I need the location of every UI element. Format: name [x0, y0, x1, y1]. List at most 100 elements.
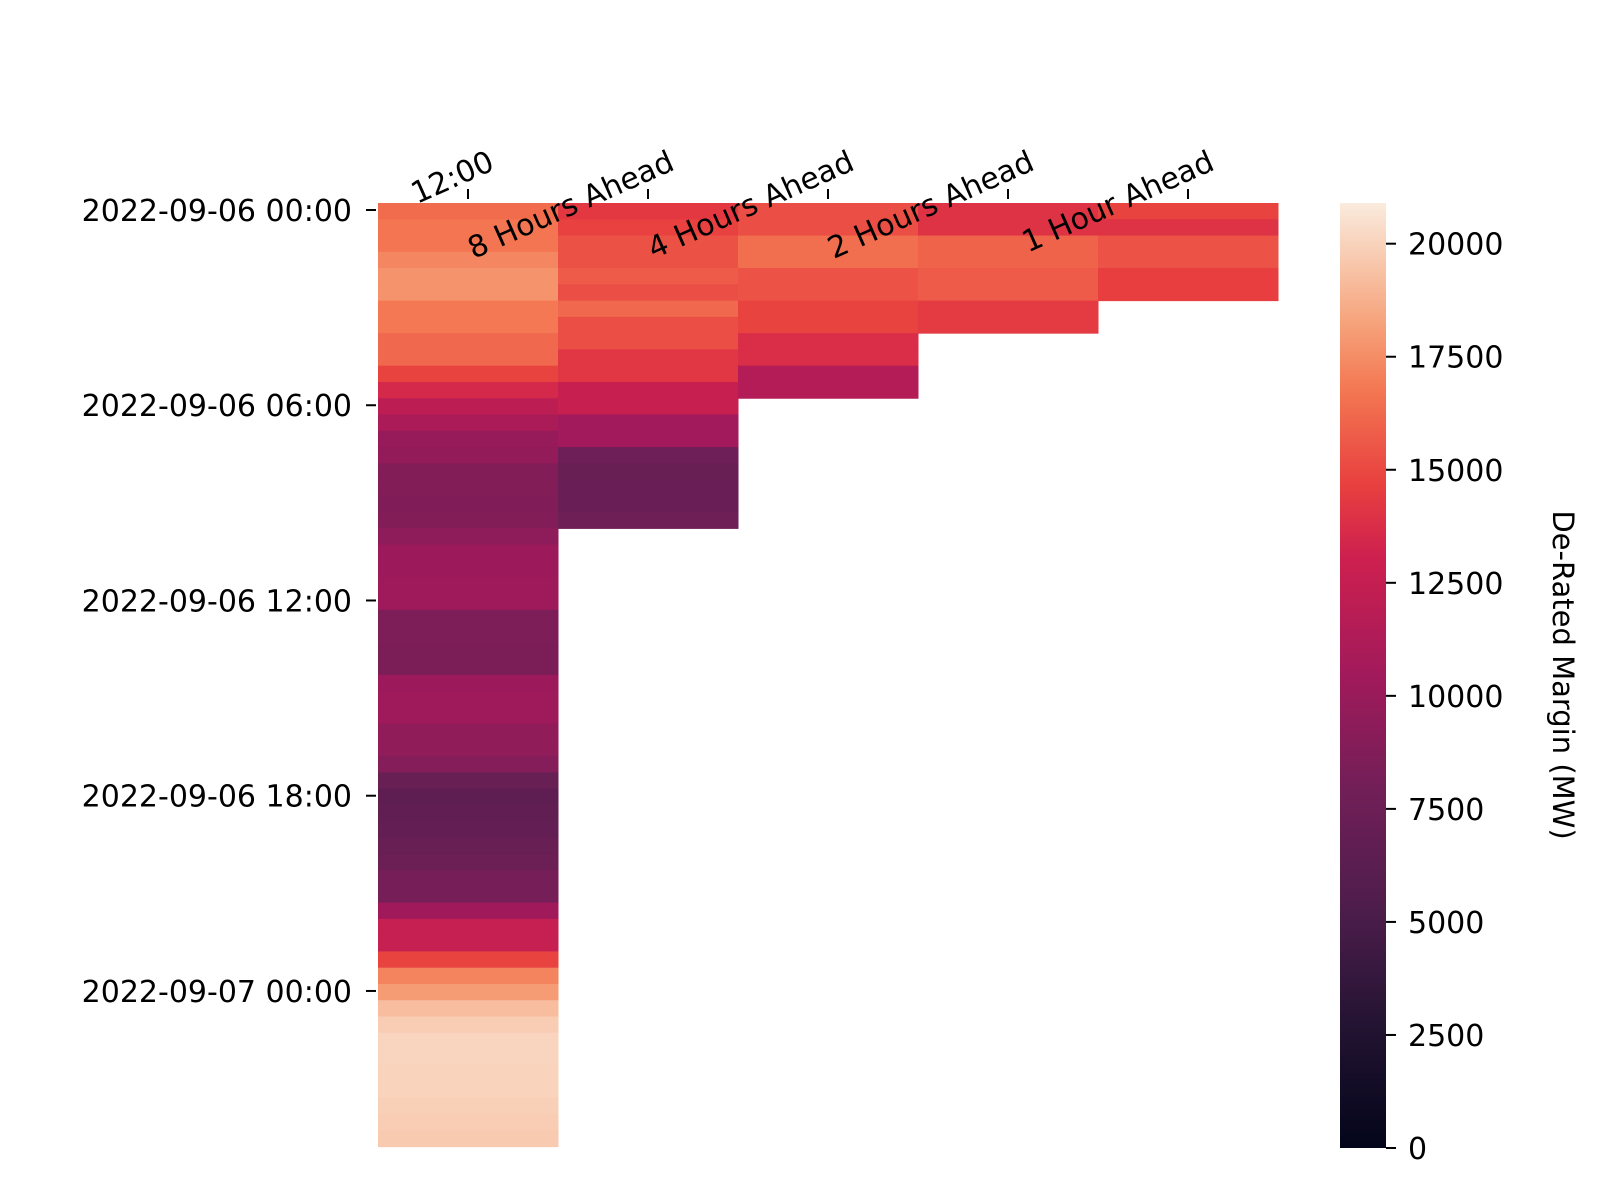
heatmap-cell — [378, 756, 559, 773]
heatmap-cell — [378, 1130, 559, 1148]
heatmap-cell — [378, 902, 559, 920]
y-tick-label: 2022-09-06 18:00 — [82, 780, 352, 815]
heatmap-cell — [558, 430, 739, 448]
heatmap-cell — [378, 886, 559, 904]
heatmap-cell — [378, 1114, 559, 1131]
colorbar-tick-label: 7500 — [1408, 793, 1484, 828]
heatmap-cell — [378, 626, 559, 643]
heatmap-cell — [378, 967, 559, 985]
heatmap-cell — [1098, 251, 1279, 269]
heatmap-cell — [378, 284, 559, 302]
heatmap-cell — [378, 430, 559, 448]
heatmap-cell — [378, 544, 559, 562]
heatmap-cell — [918, 251, 1099, 269]
heatmap-cell — [378, 935, 559, 952]
heatmap-cell — [558, 300, 739, 318]
heatmap-cell — [378, 853, 559, 871]
heatmap-cell — [738, 268, 919, 285]
heatmap-cell — [378, 1000, 559, 1017]
heatmap-cell — [1098, 235, 1279, 253]
heatmap-cell — [378, 219, 559, 237]
y-tick-label: 2022-09-06 00:00 — [82, 194, 352, 229]
heatmap-cell — [378, 1032, 559, 1050]
heatmap-cell — [918, 316, 1099, 334]
heatmap-cell — [918, 300, 1099, 318]
heatmap-cell — [378, 772, 559, 790]
heatmap-cell — [378, 316, 559, 334]
heatmap-cell — [378, 479, 559, 497]
heatmap-cell — [558, 333, 739, 350]
heatmap-cell — [558, 268, 739, 285]
heatmap-cell — [918, 203, 1099, 220]
heatmap-cell — [738, 284, 919, 302]
y-tick-label: 2022-09-06 06:00 — [82, 389, 352, 424]
heatmap-cell — [378, 235, 559, 253]
heatmap-cell — [558, 463, 739, 481]
heatmap-cell — [378, 1081, 559, 1099]
heatmap-cell — [558, 349, 739, 367]
heatmap-cell — [378, 723, 559, 741]
heatmap-cell — [378, 251, 559, 269]
heatmap-cell — [378, 512, 559, 529]
colorbar: 0 2500 5000 7500 10000 12500 15000 17500 20000 D… — [1340, 203, 1580, 1167]
heatmap-cell — [378, 658, 559, 676]
heatmap-cell — [378, 739, 559, 757]
heatmap-cell — [378, 414, 559, 432]
heatmap-cell — [378, 983, 559, 1001]
heatmap-cell — [378, 821, 559, 839]
heatmap-cell — [378, 593, 559, 611]
colorbar-tick-label: 15000 — [1408, 454, 1503, 489]
heatmap-cell — [378, 642, 559, 660]
heatmap-cell — [558, 398, 739, 416]
heatmap-cell — [378, 1097, 559, 1115]
colorbar-label: De-Rated Margin (MW) — [1546, 510, 1580, 839]
heatmap-cell — [378, 609, 559, 627]
heatmap-cell — [378, 528, 559, 546]
heatmap-cell — [558, 381, 739, 399]
heatmap-cell — [378, 447, 559, 464]
heatmap-cell — [558, 235, 739, 253]
heatmap-cell — [558, 512, 739, 529]
heatmap-cell — [378, 300, 559, 318]
colorbar-tick-label: 12500 — [1408, 567, 1503, 602]
heatmap-cell — [378, 1016, 559, 1034]
heatmap-cell — [378, 951, 559, 969]
colorbar-tick-label: 5000 — [1408, 906, 1484, 941]
heatmap-cell — [738, 203, 919, 220]
heatmap-cell — [378, 707, 559, 725]
heatmap-cell — [378, 788, 559, 806]
heatmap-cell — [558, 365, 739, 383]
heatmap-cell — [558, 219, 739, 237]
heatmap-cell — [378, 463, 559, 481]
heatmap-cell — [378, 349, 559, 367]
y-tick-label: 2022-09-07 00:00 — [82, 975, 352, 1010]
colorbar-tick-label: 20000 — [1408, 228, 1503, 263]
x-tick-label: 12:00 — [406, 144, 499, 211]
heatmap-cell — [738, 316, 919, 334]
heatmap-cell — [738, 300, 919, 318]
heatmap-cell — [558, 447, 739, 464]
heatmap-cell — [918, 268, 1099, 285]
colorbar-tick-label: 17500 — [1408, 341, 1503, 376]
heatmap-cell — [558, 284, 739, 302]
heatmap-cell — [378, 203, 559, 220]
heatmap-cell — [558, 495, 739, 513]
heatmap-cell — [1098, 268, 1279, 285]
heatmap-cell — [378, 268, 559, 285]
heatmap-cell — [378, 398, 559, 416]
y-tick-label: 2022-09-06 12:00 — [82, 584, 352, 619]
heatmap-cell — [918, 219, 1099, 237]
heatmap-cell — [738, 365, 919, 383]
colorbar-tick-label: 2500 — [1408, 1019, 1484, 1054]
heatmap-cell — [918, 284, 1099, 302]
colorbar-gradient — [1340, 203, 1386, 1148]
heatmap-cell — [378, 691, 559, 708]
heatmap-cell — [738, 349, 919, 367]
heatmap-cell — [1098, 219, 1279, 237]
heatmap-cell — [558, 251, 739, 269]
heatmap-cell — [738, 235, 919, 253]
colorbar-tick-label: 0 — [1408, 1132, 1427, 1167]
heatmap-cell — [738, 219, 919, 237]
heatmap-cell — [558, 479, 739, 497]
